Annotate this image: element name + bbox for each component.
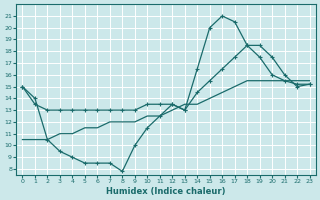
X-axis label: Humidex (Indice chaleur): Humidex (Indice chaleur) bbox=[106, 187, 226, 196]
